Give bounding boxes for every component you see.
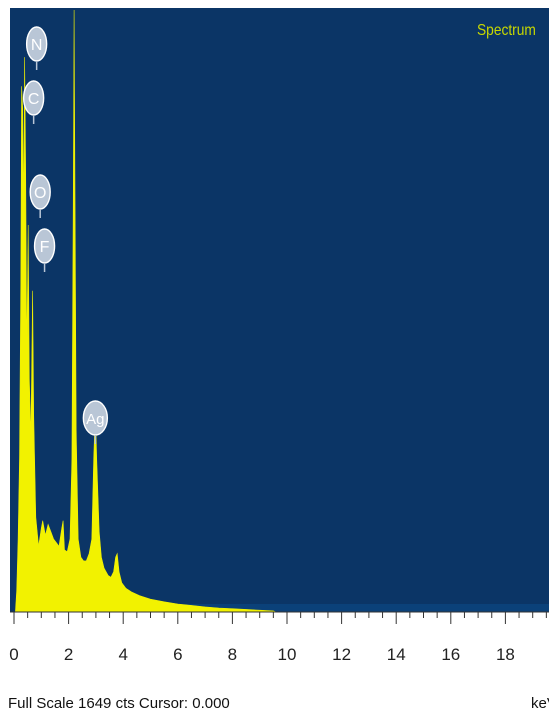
peak-label-text: C (28, 91, 40, 108)
peak-label-text: Ag (86, 411, 104, 428)
x-tick-label: 6 (173, 645, 182, 664)
spectrum-title: Spectrum 2 (477, 22, 539, 39)
status-bar: Full Scale 1649 cts Cursor: 0.000 (8, 695, 230, 712)
peak-label-text: N (31, 37, 43, 54)
peak-label-text: O (34, 185, 46, 202)
peak-label-text: F (40, 239, 50, 256)
x-tick-label: 14 (387, 645, 406, 664)
peak-label-f[interactable]: F (33, 228, 56, 272)
x-tick-label: 12 (332, 645, 351, 664)
spectrum-area (15, 9, 277, 613)
x-tick-label: 10 (278, 645, 297, 664)
axis-strip (10, 612, 549, 692)
background-noise-band (15, 604, 549, 612)
peak-label-n[interactable]: N (25, 26, 48, 70)
peak-label-o[interactable]: O (29, 174, 51, 218)
x-tick-label: 8 (228, 645, 237, 664)
x-tick-label: 0 (9, 645, 18, 664)
x-tick-label: 16 (441, 645, 460, 664)
plot-area[interactable] (10, 8, 549, 612)
x-axis-unit-label: keV (531, 695, 549, 712)
x-tick-label: 4 (118, 645, 127, 664)
x-tick-label: 2 (64, 645, 73, 664)
peak-label-c[interactable]: C (22, 80, 45, 124)
peak-label-ag[interactable]: Ag (82, 400, 109, 444)
x-tick-label: 18 (496, 645, 515, 664)
